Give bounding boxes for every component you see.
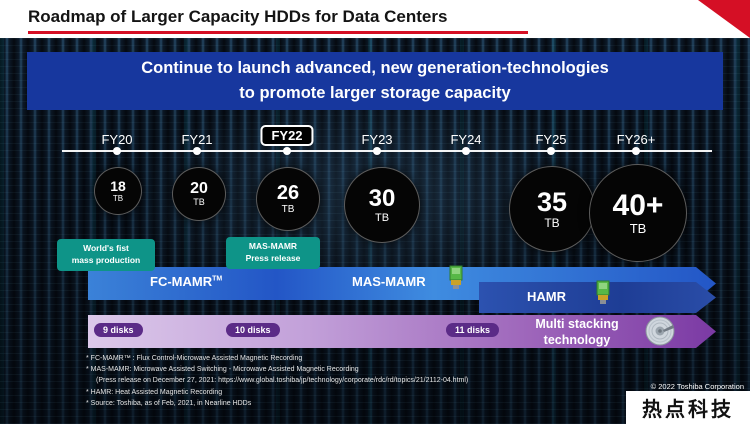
timeline-year-fy22-highlighted: FY22	[260, 125, 314, 146]
capacity-unit: TB	[112, 193, 124, 203]
copyright-notice: © 2022 Toshiba Corporation	[650, 382, 744, 391]
fc-mamr-text: FC-MAMR	[150, 274, 213, 289]
capacity-unit: TB	[193, 197, 205, 208]
capacity-circle-26tb: 26 TB	[256, 167, 320, 231]
banner-line-1: Continue to launch advanced, new generat…	[141, 59, 609, 78]
disks-pill-9: 9 disks	[94, 323, 143, 337]
fc-mamr-label: FC-MAMRTM	[150, 274, 222, 289]
hamr-head-icon	[594, 280, 612, 311]
multi-stacking-line-2: technology	[543, 332, 611, 347]
disks-pill-10: 10 disks	[226, 323, 280, 337]
timeline-year-fy25: FY25	[535, 132, 567, 147]
callout-line: Press release	[245, 252, 301, 263]
hdd-platter-icon	[644, 315, 676, 352]
capacity-circle-35tb: 35 TB	[509, 166, 595, 252]
footnote-source: * Source: Toshiba, as of Feb, 2021, in N…	[86, 399, 252, 407]
mas-mamr-head-icon	[447, 265, 465, 296]
capacity-unit: TB	[629, 221, 647, 237]
disks-pill-11: 11 disks	[446, 323, 500, 337]
timeline-year-fy26plus: FY26+	[616, 132, 656, 147]
footnote-press-release-url: (Press release on December 27, 2021: htt…	[96, 377, 469, 385]
banner-line-2: to promote larger storage capacity	[239, 84, 511, 102]
slide-header: Roadmap of Larger Capacity HDDs for Data…	[0, 0, 750, 38]
capacity-unit: TB	[374, 211, 390, 224]
multi-stacking-arrow	[88, 315, 716, 348]
callout-line: World's fist	[83, 243, 129, 253]
multi-stacking-label: Multi stacking technology	[512, 317, 642, 348]
capacity-circle-40plus-tb: 40+ TB	[589, 164, 687, 262]
timeline-dot-fy26plus	[632, 147, 640, 155]
capacity-value: 40+	[612, 188, 664, 222]
capacity-value: 26	[276, 182, 300, 204]
footnote-hamr: * HAMR: Heat Assisted Magnetic Recording	[86, 388, 223, 396]
callout-worlds-first-mass-production: World's fist mass production	[57, 239, 155, 271]
hamr-label: HAMR	[527, 289, 566, 304]
corner-accent-triangle	[698, 0, 750, 38]
timeline-dot-fy21	[193, 147, 201, 155]
capacity-unit: TB	[544, 216, 560, 231]
timeline-year-fy21: FY21	[181, 132, 213, 147]
timeline-dot-fy22	[283, 147, 291, 155]
page-title: Roadmap of Larger Capacity HDDs for Data…	[28, 7, 448, 26]
multi-stacking-line-1: Multi stacking	[535, 317, 619, 331]
capacity-value: 20	[190, 179, 208, 197]
capacity-value: 35	[536, 186, 568, 217]
callout-line: MAS-MAMR	[248, 241, 298, 251]
callout-mas-mamr-press-release: MAS-MAMR Press release	[226, 237, 320, 269]
timeline-year-fy20: FY20	[101, 132, 133, 147]
footnote-mas-mamr: * MAS-MAMR: Microwave Assisted Switching…	[86, 366, 359, 374]
title-underline	[28, 31, 528, 34]
watermark-badge: 热点科技	[626, 391, 750, 424]
fc-mamr-trademark: TM	[212, 275, 223, 283]
capacity-unit: TB	[281, 204, 295, 215]
callout-line: mass production	[71, 254, 141, 265]
timeline-year-fy24: FY24	[450, 132, 482, 147]
timeline-axis	[62, 150, 712, 152]
timeline-dot-fy23	[373, 147, 381, 155]
capacity-circle-20tb: 20 TB	[172, 167, 226, 221]
capacity-value: 18	[110, 178, 126, 195]
capacity-value: 30	[368, 185, 396, 213]
timeline-dot-fy25	[547, 147, 555, 155]
mas-mamr-label: MAS-MAMR	[352, 274, 426, 289]
capacity-circle-18tb: 18 TB	[94, 167, 142, 215]
footnote-fc-mamr: * FC-MAMR™ : Flux Control-Microwave Assi…	[86, 355, 303, 362]
timeline-year-fy23: FY23	[361, 132, 393, 147]
message-banner: Continue to launch advanced, new generat…	[27, 52, 723, 110]
timeline-dot-fy20	[113, 147, 121, 155]
timeline-dot-fy24	[462, 147, 470, 155]
capacity-circle-30tb: 30 TB	[344, 167, 420, 243]
footnotes: * FC-MAMR™ : Flux Control-Microwave Assi…	[86, 353, 468, 409]
